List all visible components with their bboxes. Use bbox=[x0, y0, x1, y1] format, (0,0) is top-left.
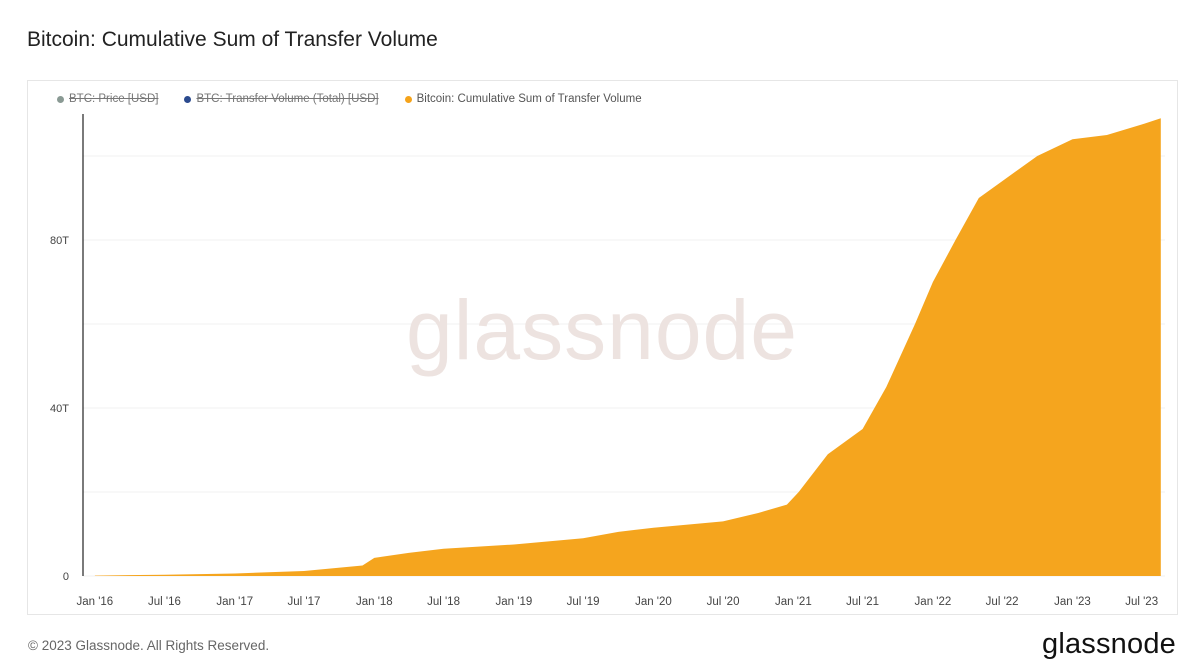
y-tick-label: 80T bbox=[50, 235, 69, 247]
legend-label: BTC: Price [USD] bbox=[69, 93, 159, 105]
x-tick-label: Jan '17 bbox=[216, 596, 253, 608]
x-tick-label: Jan '16 bbox=[76, 596, 113, 608]
chart-legend: BTC: Price [USD] BTC: Transfer Volume (T… bbox=[57, 93, 642, 105]
legend-label: BTC: Transfer Volume (Total) [USD] bbox=[196, 93, 379, 105]
x-tick-label: Jan '20 bbox=[635, 596, 672, 608]
x-tick-label: Jul '19 bbox=[567, 596, 600, 608]
x-tick-label: Jan '23 bbox=[1054, 596, 1091, 608]
series-area-cumulative-sum bbox=[94, 118, 1161, 576]
legend-dot-icon bbox=[404, 95, 412, 103]
glassnode-logo[interactable]: glassnode bbox=[1041, 628, 1176, 660]
y-tick-label: 40T bbox=[50, 403, 69, 415]
copyright-text: © 2023 Glassnode. All Rights Reserved. bbox=[28, 638, 270, 653]
watermark-text: glassnode bbox=[406, 283, 798, 377]
x-tick-label: Jul '16 bbox=[148, 596, 181, 608]
legend-item-btc-price[interactable]: BTC: Price [USD] bbox=[57, 93, 158, 105]
y-axis-ticks: 0 40T 80T bbox=[50, 235, 69, 583]
x-tick-label: Jul '17 bbox=[288, 596, 321, 608]
x-tick-label: Jan '18 bbox=[356, 596, 393, 608]
x-tick-label: Jan '22 bbox=[915, 596, 952, 608]
legend-item-transfer-volume[interactable]: BTC: Transfer Volume (Total) [USD] bbox=[184, 93, 379, 105]
legend-label: Bitcoin: Cumulative Sum of Transfer Volu… bbox=[416, 93, 642, 105]
x-tick-label: Jul '20 bbox=[707, 596, 740, 608]
y-tick-label: 0 bbox=[63, 571, 69, 583]
x-tick-label: Jul '22 bbox=[986, 596, 1019, 608]
x-axis-ticks: Jan '16 Jul '16 Jan '17 Jul '17 Jan '18 Jul '… bbox=[76, 596, 1158, 608]
x-tick-label: Jan '19 bbox=[496, 596, 533, 608]
x-tick-label: Jul '21 bbox=[846, 596, 879, 608]
x-tick-label: Jul '23 bbox=[1125, 596, 1158, 608]
legend-item-cumulative-sum[interactable]: Bitcoin: Cumulative Sum of Transfer Volu… bbox=[404, 93, 642, 105]
x-tick-label: Jan '21 bbox=[775, 596, 812, 608]
chart-card: BTC: Price [USD] BTC: Transfer Volume (T… bbox=[27, 80, 1178, 615]
x-tick-label: Jul '18 bbox=[427, 596, 460, 608]
legend-dot-icon bbox=[184, 95, 192, 103]
page-title: Bitcoin: Cumulative Sum of Transfer Volu… bbox=[27, 28, 438, 51]
legend-dot-icon bbox=[57, 95, 64, 103]
